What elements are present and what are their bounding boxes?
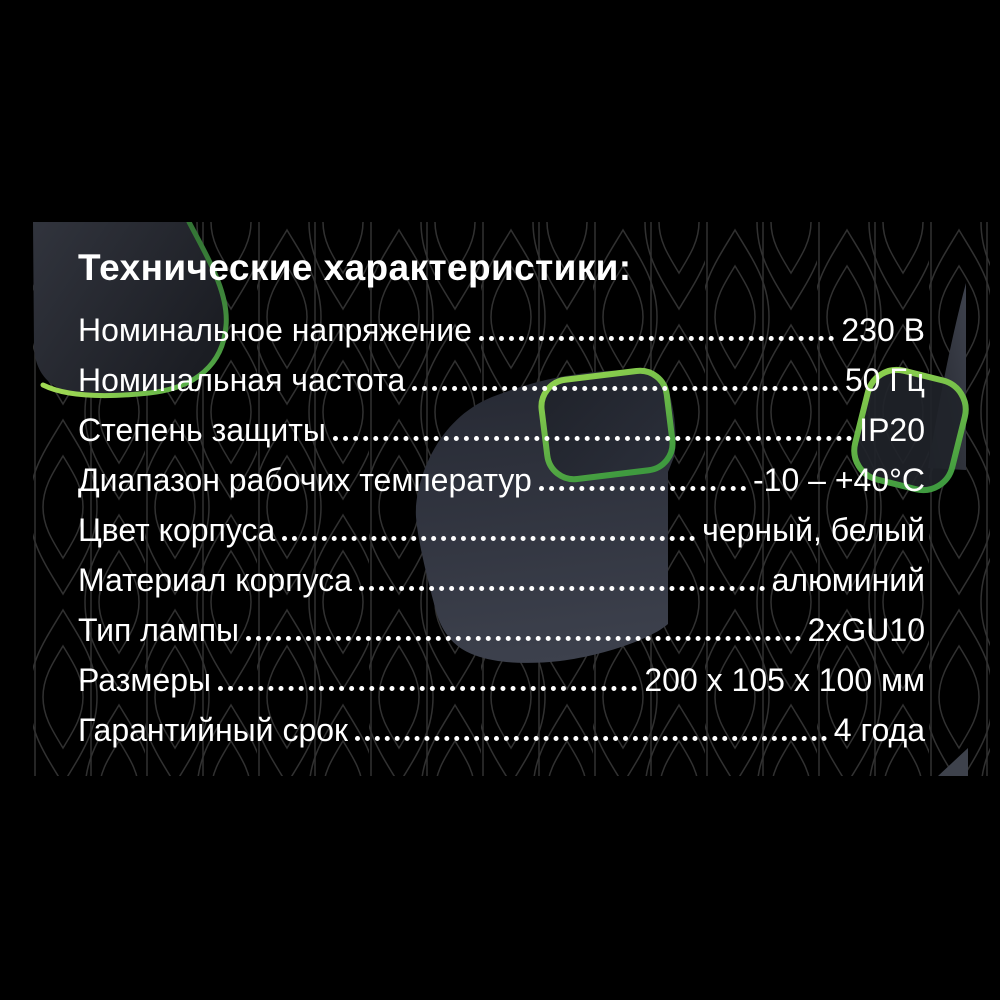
page-title: Технические характеристики: xyxy=(78,247,632,288)
corner-photo-fragment xyxy=(938,748,968,776)
spec-label: Номинальное напряжение xyxy=(78,312,472,348)
spec-label: Размеры xyxy=(78,662,211,698)
green-ring-face-center xyxy=(538,367,676,483)
spec-value: 230 В xyxy=(841,312,925,348)
spec-value: алюминий xyxy=(771,562,925,598)
spec-value: -10 – +40°C xyxy=(752,462,925,498)
spec-row: Диапазон рабочих температур -10 – +40°C xyxy=(78,455,925,505)
dotted-leader xyxy=(217,686,638,691)
spec-row: Размеры 200 x 105 x 100 мм xyxy=(78,655,925,705)
spec-label: Номинальная частота xyxy=(78,362,406,398)
spec-row: Степень защиты IP20 xyxy=(78,405,925,455)
spotlight-photo-left xyxy=(33,222,229,399)
dotted-leader xyxy=(246,636,801,641)
spec-value: черный, белый xyxy=(702,512,925,548)
spec-value: 200 x 105 x 100 мм xyxy=(644,662,925,698)
spec-row: Тип лампы 2xGU10 xyxy=(78,605,925,655)
spec-row: Номинальное напряжение 230 В xyxy=(78,305,925,355)
spec-value: IP20 xyxy=(859,412,925,448)
dotted-leader xyxy=(355,736,827,741)
spec-row: Цвет корпуса черный, белый xyxy=(78,505,925,555)
dotted-leader xyxy=(538,486,746,491)
spec-list: Номинальное напряжение 230 В Номинальная… xyxy=(78,305,925,755)
spec-label: Цвет корпуса xyxy=(78,512,276,548)
spec-label: Материал корпуса xyxy=(78,562,352,598)
spec-label: Тип лампы xyxy=(78,612,240,648)
spotlight-photo-right xyxy=(851,283,969,494)
spec-value: 4 года xyxy=(833,712,925,748)
dotted-leader xyxy=(358,586,765,591)
spec-value: 50 Гц xyxy=(844,362,925,398)
dotted-leader xyxy=(478,336,835,341)
spec-label: Диапазон рабочих температур xyxy=(78,462,532,498)
green-rim-left xyxy=(40,222,229,399)
spec-label: Степень защиты xyxy=(78,412,326,448)
spec-row: Материал корпуса алюминий xyxy=(78,555,925,605)
spec-value: 2xGU10 xyxy=(807,612,925,648)
dotted-leader xyxy=(412,386,838,391)
green-ring-face-right xyxy=(851,366,969,494)
spec-label: Гарантийный срок xyxy=(78,712,349,748)
spec-row: Номинальная частота 50 Гц xyxy=(78,355,925,405)
dotted-leader xyxy=(282,536,696,541)
spec-row: Гарантийный срок 4 года xyxy=(78,705,925,755)
dotted-leader xyxy=(332,436,853,441)
